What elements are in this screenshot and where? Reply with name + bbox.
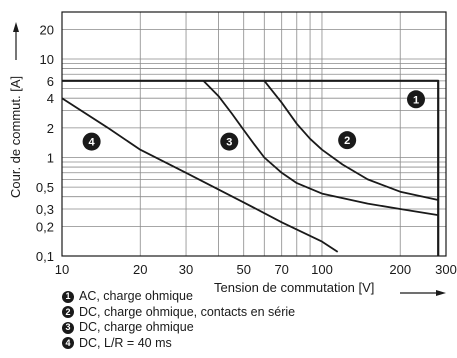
- y-tick-label: 0,2: [36, 219, 54, 234]
- series-line-2: [263, 80, 439, 201]
- y-tick-label: 2: [47, 121, 54, 136]
- y-tick-label: 0,1: [36, 249, 54, 264]
- series-badge-label: 1: [413, 94, 419, 106]
- legend-item-1: 1 AC, charge ohmique: [62, 289, 295, 305]
- legend: 1 AC, charge ohmique 2 DC, charge ohmiqu…: [62, 289, 295, 351]
- series-badge-label: 4: [89, 137, 96, 149]
- series-badge-1-icon: [407, 90, 426, 109]
- y-tick-label: 6: [47, 74, 54, 89]
- legend-number-icon: 1: [62, 290, 74, 303]
- series-line-1: [62, 79, 440, 256]
- x-tick-labels: 10 20 30 50 70 100 200 300: [55, 262, 457, 277]
- grid: [62, 12, 446, 256]
- y-tick-label: 20: [40, 22, 54, 37]
- legend-number-icon: 3: [62, 321, 74, 334]
- x-axis-arrowhead-icon: [436, 290, 446, 296]
- y-axis-label: Cour. de commut. [A]: [8, 76, 23, 198]
- x-tick-label: 300: [435, 262, 457, 277]
- y-tick-label: 10: [40, 52, 54, 67]
- legend-text: DC, charge ohmique: [79, 320, 194, 335]
- y-tick-label: 1: [47, 150, 54, 165]
- series-lines: [61, 79, 440, 256]
- legend-item-3: 3 DC, charge ohmique: [62, 320, 295, 336]
- x-tick-label: 30: [179, 262, 193, 277]
- legend-item-4: 4 DC, L/R = 40 ms: [62, 336, 295, 352]
- series-line-3: [202, 80, 439, 216]
- y-tick-label: 0,3: [36, 202, 54, 217]
- series-badge-label: 3: [226, 137, 232, 149]
- series-badges: 1 2 3 4: [82, 90, 426, 151]
- series-line-4: [61, 97, 339, 253]
- legend-number-icon: 2: [62, 306, 74, 319]
- x-tick-label: 50: [236, 262, 250, 277]
- series-badge-3-icon: [220, 132, 239, 151]
- series-badge-label: 2: [344, 135, 350, 147]
- series-badge-4-icon: [82, 132, 101, 151]
- y-tick-label: 4: [47, 91, 54, 106]
- series-badge-2-icon: [338, 131, 357, 150]
- legend-number-icon: 4: [62, 337, 74, 350]
- legend-text: DC, charge ohmique, contacts en série: [79, 304, 296, 319]
- y-tick-label: 0,5: [36, 180, 54, 195]
- x-tick-label: 10: [55, 262, 69, 277]
- y-tick-labels: 0,1 0,2 0,3 0,5 1 2 4 6 10 20: [36, 22, 54, 264]
- legend-text: DC, L/R = 40 ms: [79, 335, 172, 350]
- y-axis-arrowhead-icon: [13, 22, 19, 32]
- legend-item-2: 2 DC, charge ohmique, contacts en série: [62, 305, 295, 321]
- x-tick-label: 200: [389, 262, 411, 277]
- plot-frame: [61, 11, 447, 257]
- legend-text: AC, charge ohmique: [79, 289, 193, 304]
- plot-border: [61, 11, 447, 257]
- x-tick-label: 20: [133, 262, 147, 277]
- x-axis-label: Tension de commutation [V]: [214, 280, 374, 295]
- x-tick-label: 100: [311, 262, 333, 277]
- x-tick-label: 70: [274, 262, 288, 277]
